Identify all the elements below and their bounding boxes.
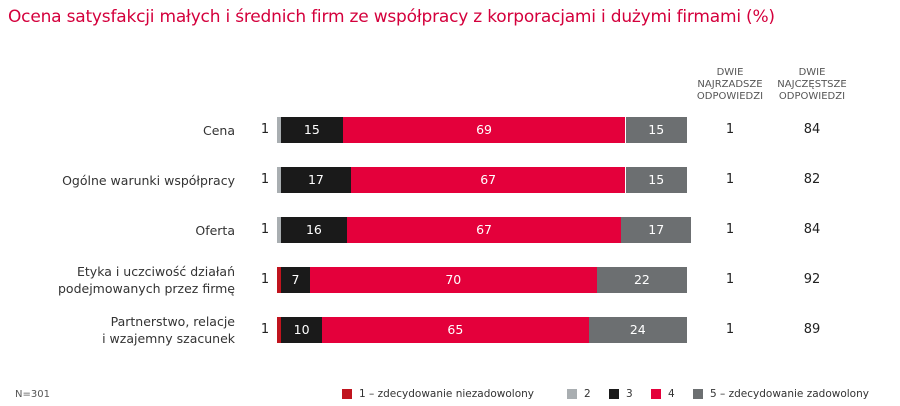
bar-segment: 7 [281, 267, 310, 293]
bottom2-value: 1 [725, 122, 735, 137]
category-label: Etyka i uczciwość działań podejmowanych p… [58, 263, 235, 297]
small-value-label: 1 [260, 222, 270, 237]
top2-value: 89 [803, 322, 821, 337]
legend-swatch [567, 389, 577, 399]
legend-swatch [651, 389, 661, 399]
bar-segment: 65 [322, 317, 589, 343]
bottom2-value: 1 [725, 222, 735, 237]
bottom2-value: 1 [725, 172, 735, 187]
bar-segment: 24 [588, 317, 687, 343]
bar-segment: 70 [309, 267, 597, 293]
chart-title: Ocena satysfakcji małych i średnich firm… [8, 7, 775, 27]
bar-segment: 17 [621, 217, 692, 243]
bar-segment: 17 [281, 167, 351, 193]
small-value-label: 1 [260, 272, 270, 287]
category-label-line: i wzajemny szacunek [102, 331, 235, 346]
small-value-label: 1 [260, 322, 270, 337]
bar-segment: 69 [342, 117, 626, 143]
bar-segment [277, 117, 282, 143]
legend-swatch [342, 389, 352, 399]
legend-label: 3 [626, 388, 633, 400]
category-label: Partnerstwo, relacje i wzajemny szacunek [102, 313, 235, 347]
top2-value: 84 [803, 222, 821, 237]
bar-segment: 67 [350, 167, 626, 193]
bar-segment: 10 [281, 317, 323, 343]
bottom2-column-header: DWIE NAJRZADSZE ODPOWIEDZI [696, 67, 764, 102]
category-label-line: Etyka i uczciwość działań [77, 264, 235, 279]
category-label: Ogólne warunki współpracy [62, 172, 235, 189]
bottom2-value: 1 [725, 322, 735, 337]
bar-segment [277, 317, 282, 343]
bar-segment [277, 217, 282, 243]
bar-segment: 15 [281, 117, 343, 143]
bar-segment: 15 [625, 167, 687, 193]
top2-value: 82 [803, 172, 821, 187]
bar-segment [277, 267, 282, 293]
legend-swatch [609, 389, 619, 399]
small-value-label: 1 [260, 122, 270, 137]
category-label: Cena [203, 122, 235, 139]
bar-segment: 16 [281, 217, 347, 243]
category-label: Oferta [195, 222, 235, 239]
legend-label: 2 [584, 388, 591, 400]
category-label-line: Partnerstwo, relacje [110, 314, 235, 329]
small-value-label: 1 [260, 172, 270, 187]
category-label-line: Oferta [195, 222, 235, 238]
bar-segment: 22 [596, 267, 687, 293]
bar-segment: 67 [346, 217, 622, 243]
legend-label: 4 [668, 388, 675, 400]
legend-label: 5 – zdecydowanie zadowolony [710, 388, 869, 400]
legend-label: 1 – zdecydowanie niezadowolony [359, 388, 534, 400]
legend-swatch [693, 389, 703, 399]
bar-segment [277, 167, 282, 193]
category-label-line: podejmowanych przez firmę [58, 281, 235, 296]
top2-value: 92 [803, 272, 821, 287]
bottom2-value: 1 [725, 272, 735, 287]
category-label-line: Cena [202, 122, 235, 138]
top2-value: 84 [803, 122, 821, 137]
sample-size-note: N=301 [15, 389, 50, 400]
bar-segment: 15 [625, 117, 687, 143]
category-label-line: Ogólne warunki współpracy [62, 172, 235, 188]
top2-column-header: DWIE NAJCZĘSTSZE ODPOWIEDZI [777, 67, 847, 102]
